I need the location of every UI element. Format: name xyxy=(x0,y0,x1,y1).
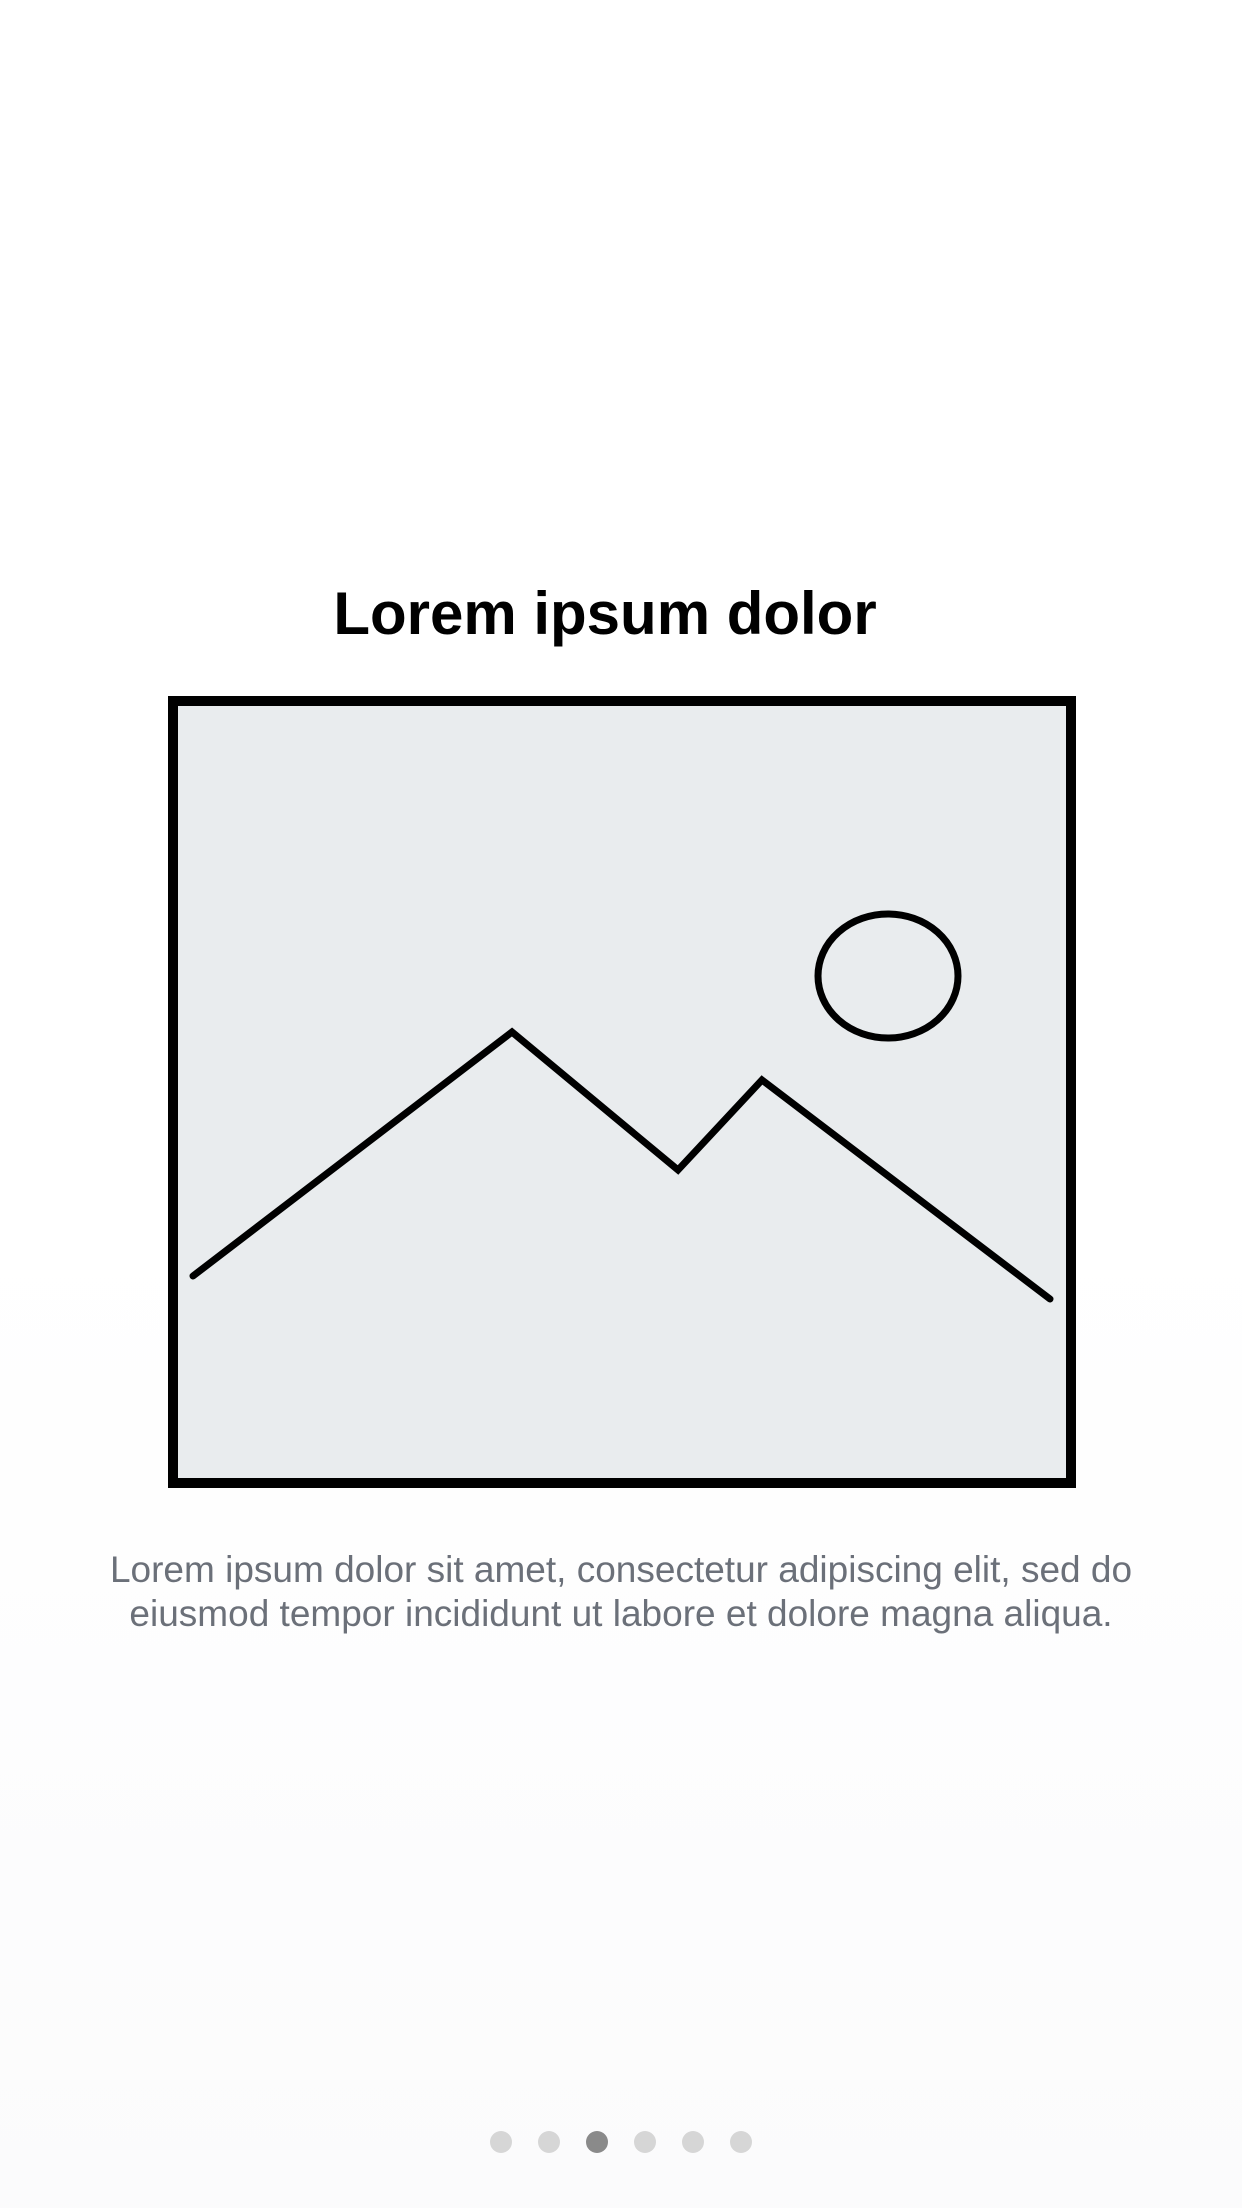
page-indicator xyxy=(0,2130,1242,2154)
page-dot[interactable] xyxy=(730,2131,752,2153)
page-title: Lorem ipsum dolor xyxy=(333,580,877,647)
page-dot[interactable] xyxy=(538,2131,560,2153)
page-dot[interactable] xyxy=(490,2131,512,2153)
page-dot-active[interactable] xyxy=(586,2131,608,2153)
page-dot[interactable] xyxy=(682,2131,704,2153)
page-dot[interactable] xyxy=(634,2131,656,2153)
description-text: Lorem ipsum dolor sit amet, consectetur … xyxy=(109,1549,1133,1634)
image-placeholder-icon xyxy=(168,696,1076,1488)
